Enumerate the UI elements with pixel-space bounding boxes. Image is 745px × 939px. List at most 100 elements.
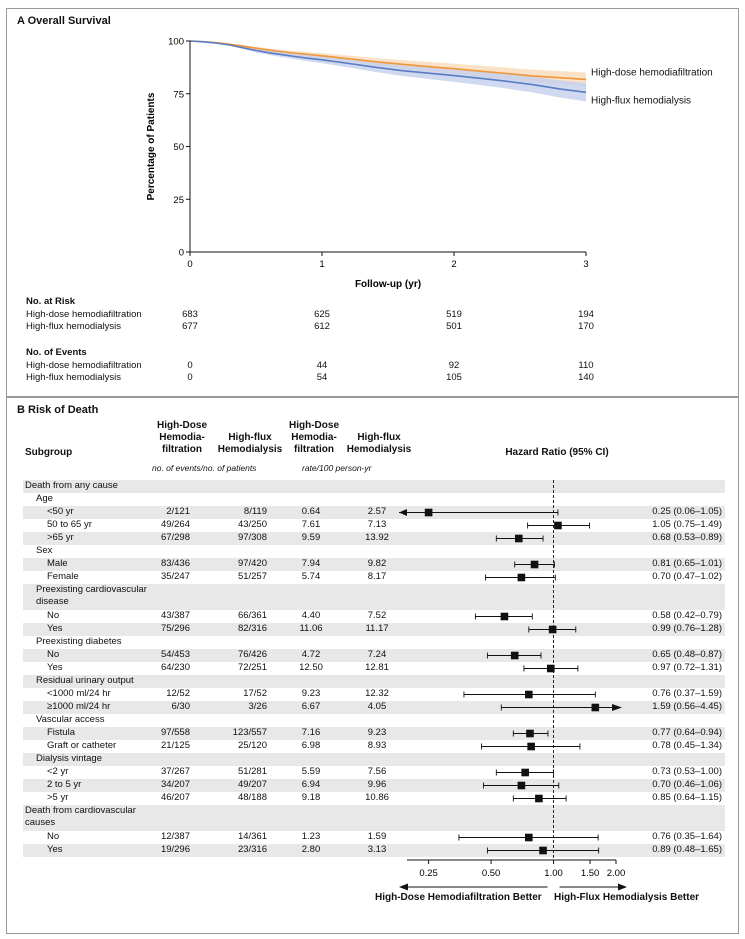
series-label-1: High-flux hemodialysis xyxy=(591,95,691,106)
hdf-rate: 6.98 xyxy=(301,740,321,751)
at_risk-value: 625 xyxy=(314,309,330,320)
subgroup-label: Sex xyxy=(36,545,53,556)
hazard-ratio-point xyxy=(535,794,543,803)
hd-rate: 8.17 xyxy=(367,571,387,582)
events-value: 0 xyxy=(187,372,193,383)
row-shade xyxy=(23,584,725,610)
subgroup-label: Vascular access xyxy=(36,714,105,725)
row-shade xyxy=(23,753,725,766)
hd-rate: 3.13 xyxy=(367,844,387,855)
header-hd-count: High-flux Hemodialysis xyxy=(217,432,283,455)
hdf-count: 83/436 xyxy=(160,558,190,569)
hdf-count: 21/125 xyxy=(160,740,190,751)
hazard-ratio-point xyxy=(554,521,562,530)
survival-line-series-0 xyxy=(189,40,587,81)
hd-count: 66/361 xyxy=(237,610,267,621)
hdf-count: 43/387 xyxy=(160,610,190,621)
hd-count: 48/188 xyxy=(237,792,267,803)
hdf-rate: 7.94 xyxy=(301,558,321,569)
hdf-count: 46/207 xyxy=(160,792,190,803)
hdf-rate: 0.64 xyxy=(301,506,321,517)
hdf-count: 2/121 xyxy=(166,506,190,517)
row-shade xyxy=(23,532,725,545)
hdf-count: 34/207 xyxy=(160,779,190,790)
hd-rate: 13.92 xyxy=(365,532,389,543)
subgroup-label: Age xyxy=(36,493,53,504)
subgroup-label: Residual urinary output xyxy=(36,675,134,686)
forest-tick-label: 1.50 xyxy=(581,868,600,879)
hd-count: 3/26 xyxy=(248,701,268,712)
events-value: 0 xyxy=(187,360,193,371)
hd-rate: 9.23 xyxy=(367,727,387,738)
hdf-rate: 5.74 xyxy=(301,571,321,582)
row-shade xyxy=(23,779,725,792)
events-row-label: High-flux hemodialysis xyxy=(26,372,122,383)
panel-a-label: A Overall Survival xyxy=(17,15,111,27)
forest-plot: 0.25 0.50 1.00 1.50 2.00 xyxy=(399,480,627,891)
hd-count: 14/361 xyxy=(237,831,267,842)
hdf-count: 67/298 xyxy=(160,532,190,543)
row-shade xyxy=(23,727,725,740)
header-hazard-ratio: Hazard Ratio (95% CI) xyxy=(505,447,609,458)
hd-rate: 2.57 xyxy=(367,506,387,517)
hd-count: 123/557 xyxy=(232,727,267,738)
subgroup-label: Yes xyxy=(47,623,63,634)
hdf-count: 6/30 xyxy=(171,701,191,712)
hazard-ratio-point xyxy=(521,768,529,777)
ci-arrow-right xyxy=(612,704,622,711)
hd-rate: 7.52 xyxy=(367,610,387,621)
hdf-count: 12/52 xyxy=(166,688,190,699)
hdf-count: 49/264 xyxy=(160,519,190,530)
hd-count: 43/250 xyxy=(237,519,267,530)
hd-rate: 7.13 xyxy=(367,519,387,530)
at_risk-row-label: High-flux hemodialysis xyxy=(26,321,122,332)
hdf-rate: 7.61 xyxy=(301,519,321,530)
forest-tick-label: 1.00 xyxy=(544,868,563,879)
row-shade xyxy=(23,701,725,714)
x-tick-label: 2 xyxy=(451,259,456,270)
panel-a-overall-survival: A Overall Survival High-dose hemodiafilt… xyxy=(6,8,739,397)
row-shade xyxy=(23,558,725,571)
hd-count: 49/207 xyxy=(237,779,267,790)
subgroup-label: >65 yr xyxy=(47,532,74,543)
header-rate-subtitle: rate/100 person-yr xyxy=(302,463,372,473)
hr-ci-text: 1.05 (0.75–1.49) xyxy=(652,519,722,530)
at_risk-value: 519 xyxy=(446,309,462,320)
hazard-ratio-point xyxy=(526,729,534,738)
hazard-ratio-point xyxy=(525,833,533,842)
hr-ci-text: 0.99 (0.76–1.28) xyxy=(652,623,722,634)
hr-ci-text: 0.78 (0.45–1.34) xyxy=(652,740,722,751)
survival-line-series-1 xyxy=(189,40,587,94)
hazard-ratio-point xyxy=(530,560,539,569)
hd-rate: 7.24 xyxy=(367,649,387,660)
events-value: 54 xyxy=(316,372,328,383)
events-value: 140 xyxy=(578,372,594,383)
hdf-rate: 5.59 xyxy=(301,766,321,777)
hd-rate: 7.56 xyxy=(367,766,387,777)
hd-count: 76/426 xyxy=(237,649,267,660)
left-direction-arrowhead xyxy=(399,883,408,891)
subgroup-label: Fistula xyxy=(47,727,75,738)
hr-ci-text: 0.89 (0.48–1.65) xyxy=(652,844,722,855)
subgroup-label: 50 to 65 yr xyxy=(47,519,92,530)
hazard-ratio-point xyxy=(424,508,433,517)
hdf-rate: 11.06 xyxy=(299,623,323,634)
hr-ci-text: 1.59 (0.56–4.45) xyxy=(652,701,722,712)
subgroup-label: Preexisting cardiovascular xyxy=(36,584,147,595)
hdf-count: 37/267 xyxy=(160,766,190,777)
row-shade xyxy=(23,506,725,519)
events-value: 92 xyxy=(448,360,460,371)
at_risk-value: 501 xyxy=(446,321,462,332)
hdf-rate: 7.16 xyxy=(301,727,321,738)
hazard-ratio-point xyxy=(539,846,547,855)
hazard-ratio-point xyxy=(546,664,555,673)
hazard-ratio-point xyxy=(517,781,526,790)
hr-ci-text: 0.25 (0.06–1.05) xyxy=(652,506,722,517)
right-direction-arrowhead xyxy=(618,883,627,891)
hdf-count: 64/230 xyxy=(160,662,190,673)
subgroup-label: 2 to 5 yr xyxy=(47,779,82,790)
hr-ci-text: 0.85 (0.64–1.15) xyxy=(652,792,722,803)
hr-ci-text: 0.70 (0.46–1.06) xyxy=(652,779,722,790)
hd-count: 8/119 xyxy=(243,506,267,517)
y-tick-label: 100 xyxy=(168,37,184,48)
